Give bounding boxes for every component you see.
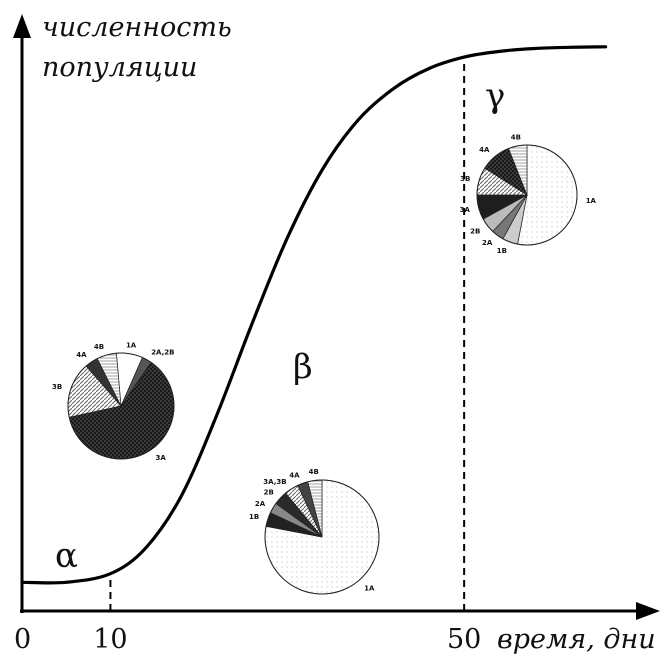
pie-gamma-outline (476, 144, 578, 246)
pie-gamma-label-3a: 3A (460, 206, 471, 214)
pie-gamma-label-1b: 1B (497, 247, 507, 255)
phase-dividers (109, 61, 466, 611)
x-tick-label-10: 10 (93, 624, 127, 655)
x-tick-label-50: 50 (447, 624, 481, 655)
pie-gamma-label-1a: 1A (586, 197, 597, 205)
x-tick-labels: 0 10 50 (14, 624, 481, 655)
pie-beta-label-2a: 2A (255, 500, 266, 508)
pie-beta-outline (264, 479, 380, 595)
pie-alpha-label-3b: 3B (52, 383, 62, 391)
y-axis-label-line1: численность (42, 12, 232, 43)
pie-alpha-label-3a: 3A (156, 454, 167, 462)
pie-gamma-label-4a: 4A (479, 146, 490, 154)
pie-alpha-outline (67, 352, 175, 460)
pie-gamma-label-4b: 4B (511, 134, 521, 142)
pie-alpha: 1A 2A,2B 3A 3B 4A 4B (52, 341, 175, 462)
population-curve (20, 45, 608, 585)
pie-beta-label-2b: 2B (264, 488, 274, 496)
y-axis-arrow (13, 14, 31, 38)
pie-gamma-label-3b: 3B (460, 175, 470, 183)
pie-gamma-label-2b: 2B (470, 228, 480, 236)
pie-alpha-label-1a: 1A (126, 341, 137, 349)
pie-alpha-label-2a-2b: 2A,2B (151, 348, 174, 356)
x-axis-label: время, дни (497, 624, 656, 655)
y-axis-label-line2: популяции (42, 52, 197, 83)
pie-beta-label-4b: 4B (309, 468, 319, 476)
pie-alpha-label-4a: 4A (76, 351, 87, 359)
x-axis-arrow (636, 602, 660, 620)
phase-beta-label: β (293, 347, 313, 387)
pie-beta-label-3a-3b: 3A,3B (263, 478, 286, 486)
pie-beta-label-1a: 1A (364, 584, 375, 592)
pie-alpha-label-4b: 4B (94, 343, 104, 351)
x-tick-label-0: 0 (14, 624, 31, 655)
phase-gamma-label: γ (485, 76, 505, 116)
pie-beta-label-1b: 1B (249, 513, 259, 521)
pie-beta-label-4a: 4A (289, 471, 300, 479)
phase-alpha-label: α (55, 536, 78, 576)
pie-gamma-label-2a: 2A (482, 239, 493, 247)
